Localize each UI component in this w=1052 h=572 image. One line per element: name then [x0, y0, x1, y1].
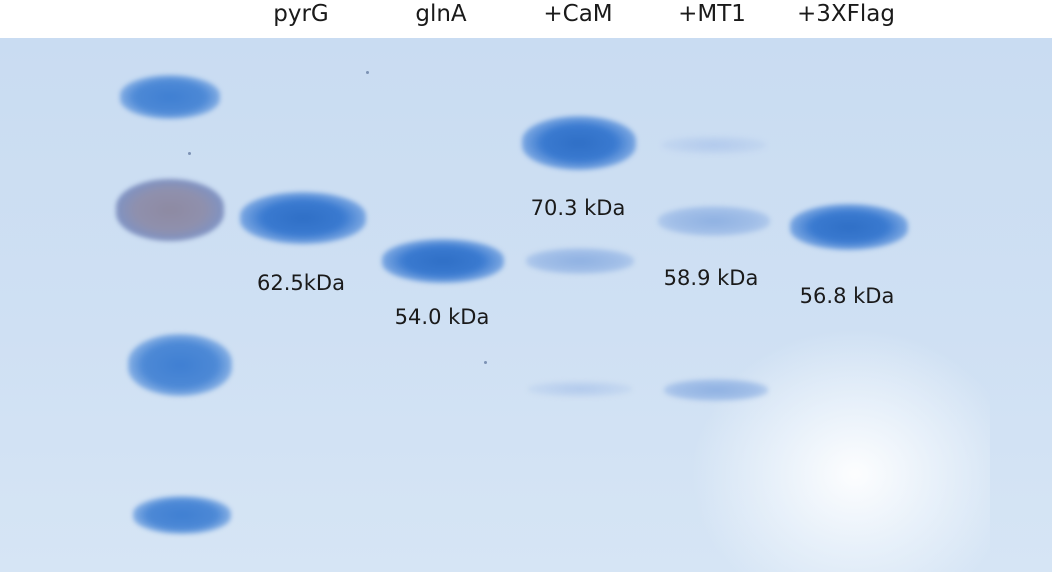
band-cam-faint: [528, 381, 632, 397]
band-cam-lower: [526, 248, 634, 274]
mass-label-cam: 70.3 kDa: [530, 196, 626, 220]
band-cam-main: [522, 116, 636, 170]
lane-label-3xflag: +3XFlag: [797, 1, 895, 27]
mass-label-mt1: 58.9 kDa: [663, 266, 759, 290]
lane-label-glna: glnA: [415, 1, 467, 27]
band-mt1-lower: [664, 379, 768, 401]
ladder-band-2: [116, 179, 224, 241]
speck: [188, 152, 191, 155]
ladder-band-3: [128, 334, 232, 396]
band-mt1-main: [658, 206, 770, 236]
band-3xflag: [790, 204, 908, 250]
mass-label-glna: 54.0 kDa: [394, 305, 490, 329]
band-mt1-upper: [662, 136, 766, 154]
lane-header: pyrG glnA +CaM +MT1 +3XFlag: [0, 0, 1052, 38]
band-glna: [382, 239, 504, 283]
lane-label-cam: +CaM: [543, 1, 613, 27]
lane-label-pyrg: pyrG: [273, 1, 329, 27]
band-pyrg: [240, 192, 366, 244]
speck: [366, 71, 369, 74]
gel-image: [0, 38, 1052, 572]
lane-label-mt1: +MT1: [678, 1, 746, 27]
ladder-band-4: [133, 496, 231, 534]
ladder-band-1: [120, 75, 220, 119]
gel-smudge: [690, 328, 990, 572]
mass-label-pyrg: 62.5kDa: [257, 271, 345, 295]
mass-label-3xflag: 56.8 kDa: [799, 284, 895, 308]
speck: [484, 361, 487, 364]
